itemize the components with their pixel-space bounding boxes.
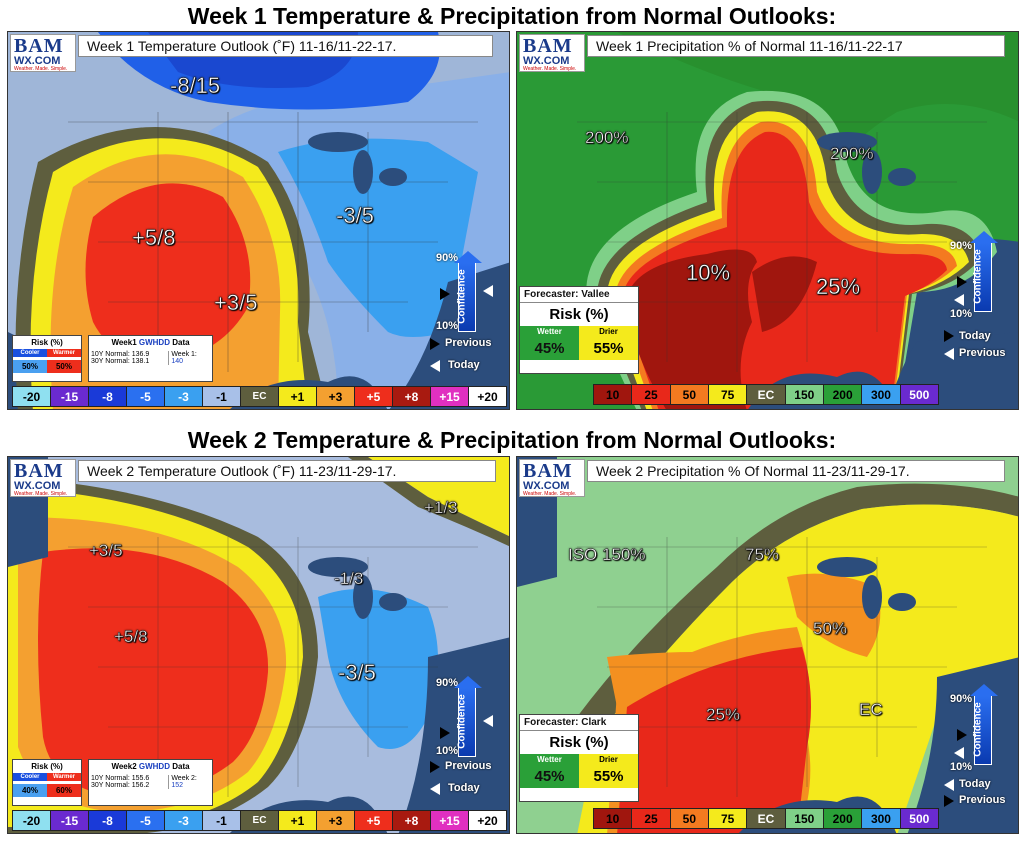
previous-marker-icon: [430, 338, 440, 350]
confidence-marker-icon: [954, 294, 964, 306]
confidence-marker-icon: [957, 276, 967, 288]
risk-box: Forecaster: Clark Risk (%) Wetter Drier 4…: [519, 714, 639, 802]
week1-precipitation-panel: BAM WX.COM Weather. Made. Simple. Week 1 P…: [516, 31, 1019, 410]
temp-label: -8/15: [170, 73, 221, 99]
confidence-scale: 90% Confidence 10% Previous Today: [428, 251, 508, 392]
today-marker-icon: [430, 783, 440, 795]
confidence-marker-icon: [440, 288, 450, 300]
precipitation-legend: 10 25 50 75 EC 150 200 300 500: [593, 384, 939, 405]
temp-label: -3/5: [336, 203, 374, 229]
risk-box: Forecaster: Vallee Risk (%) Wetter Drier …: [519, 286, 639, 374]
confidence-marker-icon: [440, 727, 450, 739]
week1-temperature-panel: BAM WX.COM Weather. Made. Simple. Week 1 T…: [7, 31, 510, 410]
confidence-arrow-icon: Confidence: [454, 676, 482, 757]
confidence-arrow-icon: Confidence: [454, 251, 482, 332]
gwhdd-box: Week2 GWHDD Data 10Y Normal: 155.6 30Y No…: [88, 759, 213, 806]
temperature-legend: -20 -15 -8 -5 -3 -1 EC +1 +3 +5 +8 +15 +…: [12, 386, 507, 407]
confidence-marker-icon: [483, 285, 493, 297]
precip-label: ISO 150%: [568, 545, 646, 565]
week2-precipitation-map: [517, 457, 1018, 833]
temp-label: +5/8: [114, 627, 148, 647]
today-marker-icon: [944, 779, 954, 791]
today-marker-icon: [944, 330, 954, 342]
temp-label: +5/8: [132, 225, 176, 251]
risk-box: Risk (%) Cooler Warmer 40% 60%: [12, 759, 82, 806]
temp-label: +3/5: [89, 541, 123, 561]
precip-label: 200%: [830, 144, 874, 164]
temp-label: -1/3: [334, 569, 364, 589]
bamwx-logo: BAM WX.COM Weather. Made. Simple.: [519, 459, 585, 497]
temp-label: +1/3: [424, 498, 458, 518]
temperature-legend: -20 -15 -8 -5 -3 -1 EC +1 +3 +5 +8 +15 +…: [12, 810, 507, 831]
previous-marker-icon: [944, 795, 954, 807]
confidence-arrow-icon: Confidence: [970, 684, 998, 765]
precip-label: 75%: [745, 545, 780, 565]
precip-label: 50%: [813, 619, 848, 639]
gwhdd-box: Week1 GWHDD Data 10Y Normal: 136.9 30Y No…: [88, 335, 213, 382]
precip-label: 25%: [706, 705, 741, 725]
temp-label: -3/5: [338, 660, 376, 686]
confidence-arrow-icon: Confidence: [970, 231, 998, 312]
temp-label: +3/5: [214, 290, 258, 316]
week2-heading: Week 2 Temperature & Precipitation from …: [187, 427, 837, 453]
precip-label: 10%: [686, 260, 731, 286]
precip-label: 200%: [585, 128, 629, 148]
bamwx-logo: BAM WX.COM Weather. Made. Simple.: [519, 34, 585, 72]
precip-label: 25%: [816, 274, 861, 300]
bamwx-logo: BAM WX.COM Weather. Made. Simple.: [10, 34, 76, 72]
week1-heading: Week 1 Temperature & Precipitation from …: [187, 3, 837, 29]
today-marker-icon: [430, 360, 440, 372]
precipitation-legend: 10 25 50 75 EC 150 200 300 500: [593, 808, 939, 829]
week2-precipitation-title: Week 2 Precipitation % Of Normal 11-23/1…: [587, 460, 1005, 482]
week1-temperature-title: Week 1 Temperature Outlook (˚F) 11-16/11…: [78, 35, 493, 57]
previous-marker-icon: [430, 761, 440, 773]
week1-precipitation-title: Week 1 Precipitation % of Normal 11-16/1…: [587, 35, 1005, 57]
week1-precipitation-map: [517, 32, 1018, 409]
week2-temperature-title: Week 2 Temperature Outlook (˚F) 11-23/11…: [78, 460, 496, 482]
confidence-scale: 90% Confidence 10% Today Previous: [942, 231, 1018, 372]
week2-temperature-panel: BAM WX.COM Weather. Made. Simple. Week 2 T…: [7, 456, 510, 834]
confidence-scale: 90% Confidence 10% Today Previous: [942, 677, 1018, 817]
week2-precipitation-panel: BAM WX.COM Weather. Made. Simple. Week 2 P…: [516, 456, 1019, 834]
precip-label: EC: [859, 700, 883, 720]
confidence-scale: 90% Confidence 10% Previous Today: [428, 676, 508, 817]
risk-box: Risk (%) Cooler Warmer 50% 50%: [12, 335, 82, 382]
confidence-marker-icon: [483, 715, 493, 727]
confidence-marker-icon: [954, 747, 964, 759]
previous-marker-icon: [944, 348, 954, 360]
confidence-marker-icon: [957, 729, 967, 741]
bamwx-logo: BAM WX.COM Weather. Made. Simple.: [10, 459, 76, 497]
